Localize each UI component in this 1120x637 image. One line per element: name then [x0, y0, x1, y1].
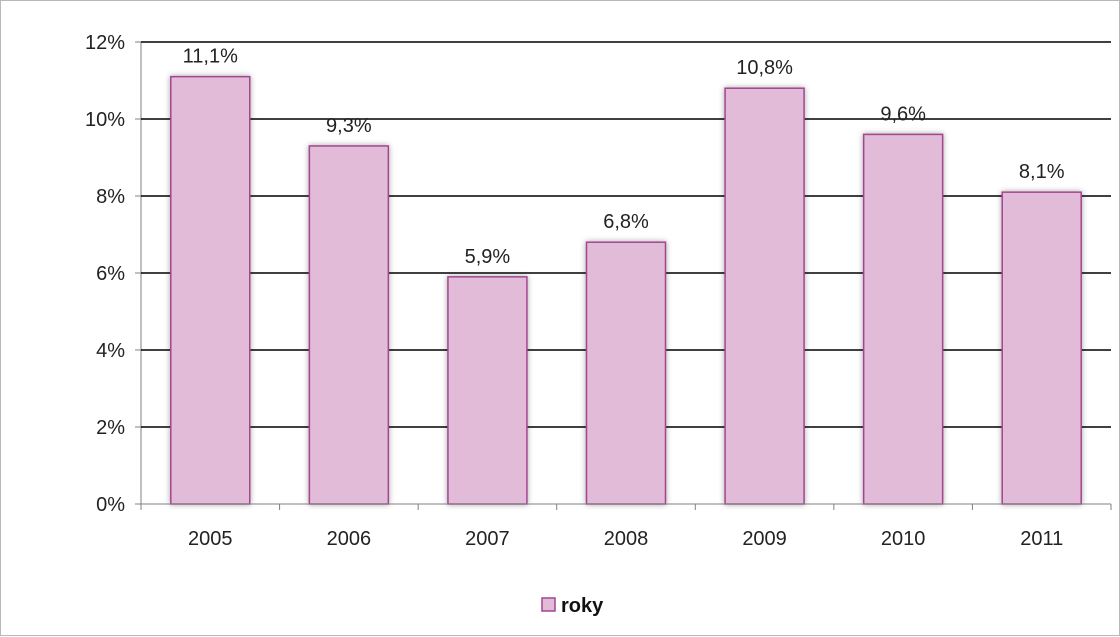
x-tick-label: 2005 [188, 528, 233, 550]
data-labels: 11,1% 9,3% 5,9% 6,8% 10,8% 9,6% 8,1% [183, 46, 1065, 268]
y-tick-label: 2% [96, 417, 125, 439]
x-tick-label: 2006 [327, 528, 372, 550]
bar-2005[interactable] [170, 75, 251, 505]
data-label-2010: 9,6% [880, 103, 926, 125]
y-axis: 0% 2% 4% 6% 8% 10% 12% [85, 32, 142, 516]
legend-swatch [541, 597, 556, 612]
data-label-2009: 10,8% [736, 57, 793, 79]
bar-2006[interactable] [308, 145, 390, 505]
data-label-2008: 6,8% [603, 211, 649, 233]
bars [170, 75, 1082, 505]
x-tick-label: 2008 [604, 528, 649, 550]
bar-2008[interactable] [585, 241, 667, 505]
bar-2010[interactable] [862, 133, 944, 505]
legend[interactable]: roky [541, 595, 604, 617]
bar-2011[interactable] [1001, 191, 1082, 505]
y-tick-label: 12% [85, 32, 125, 54]
y-tick-label: 0% [96, 494, 125, 516]
y-tick-label: 8% [96, 186, 125, 208]
bar-2009[interactable] [724, 87, 805, 505]
y-tick-label: 10% [85, 109, 125, 131]
y-tick-label: 6% [96, 263, 125, 285]
x-tick-label: 2009 [742, 528, 787, 550]
data-label-2005: 11,1% [183, 46, 238, 68]
x-axis: 2005 2006 2007 2008 2009 2010 2011 [140, 503, 1112, 550]
x-tick-label: 2007 [465, 528, 510, 550]
y-tick-label: 4% [96, 340, 125, 362]
bar-2007[interactable] [447, 276, 528, 505]
legend-label-roky: roky [561, 595, 604, 617]
data-label-2007: 5,9% [465, 246, 511, 268]
data-label-2006: 9,3% [326, 115, 372, 137]
x-tick-label: 2010 [881, 528, 926, 550]
data-label-2011: 8,1% [1019, 161, 1065, 183]
x-tick-label: 2011 [1020, 528, 1063, 550]
